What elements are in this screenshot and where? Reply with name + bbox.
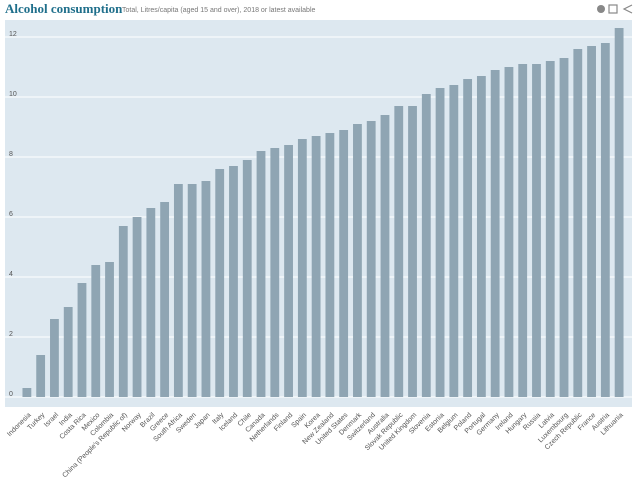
toolbar xyxy=(597,4,633,14)
bar xyxy=(229,166,238,397)
bar xyxy=(476,76,486,397)
bar xyxy=(545,61,555,397)
y-tick-label: 12 xyxy=(9,31,17,38)
bar xyxy=(77,283,87,397)
info-icon[interactable] xyxy=(597,5,605,13)
bar xyxy=(559,58,569,397)
bar xyxy=(146,208,156,397)
bar xyxy=(132,217,142,397)
bar xyxy=(105,262,114,397)
bar xyxy=(435,88,445,397)
bar xyxy=(366,121,376,397)
bar xyxy=(173,184,183,397)
bar xyxy=(160,202,170,397)
bar xyxy=(394,106,404,397)
bar xyxy=(242,160,252,397)
bar xyxy=(325,133,335,397)
bar xyxy=(353,124,362,397)
bar xyxy=(463,79,473,397)
bar xyxy=(22,388,32,397)
y-tick-label: 2 xyxy=(9,331,13,338)
bar xyxy=(91,265,101,397)
bar xyxy=(311,136,321,397)
bar xyxy=(421,94,431,397)
bar xyxy=(614,28,624,397)
bar xyxy=(63,307,73,397)
bar xyxy=(256,151,266,397)
bar xyxy=(532,64,541,397)
bar xyxy=(504,67,514,397)
bar xyxy=(449,85,459,397)
bar xyxy=(490,70,500,397)
y-tick-label: 6 xyxy=(9,211,13,218)
bar xyxy=(215,169,225,397)
bar xyxy=(408,106,417,397)
bar xyxy=(573,49,583,397)
bar xyxy=(339,130,349,397)
bar xyxy=(284,145,293,397)
y-tick-label: 8 xyxy=(9,151,13,158)
expand-icon[interactable] xyxy=(608,4,618,14)
bar xyxy=(297,139,307,397)
y-tick-label: 0 xyxy=(9,391,13,398)
bar xyxy=(380,115,390,397)
x-tick-label: Israel xyxy=(43,411,60,428)
bar xyxy=(201,181,211,397)
bar xyxy=(118,226,128,397)
bar xyxy=(50,319,59,397)
chart-subtitle: Total, Litres/capita (aged 15 and over),… xyxy=(122,7,316,14)
share-icon[interactable] xyxy=(622,4,633,14)
y-tick-label: 4 xyxy=(9,271,13,278)
bar xyxy=(36,355,46,397)
y-tick-label: 10 xyxy=(9,91,17,98)
chart-title: Alcohol consumption xyxy=(5,1,123,16)
bar xyxy=(518,64,528,397)
bar xyxy=(270,148,280,397)
bar xyxy=(600,43,610,397)
bar xyxy=(587,46,596,397)
bar xyxy=(187,184,197,397)
x-tick-label: Japan xyxy=(193,412,212,431)
